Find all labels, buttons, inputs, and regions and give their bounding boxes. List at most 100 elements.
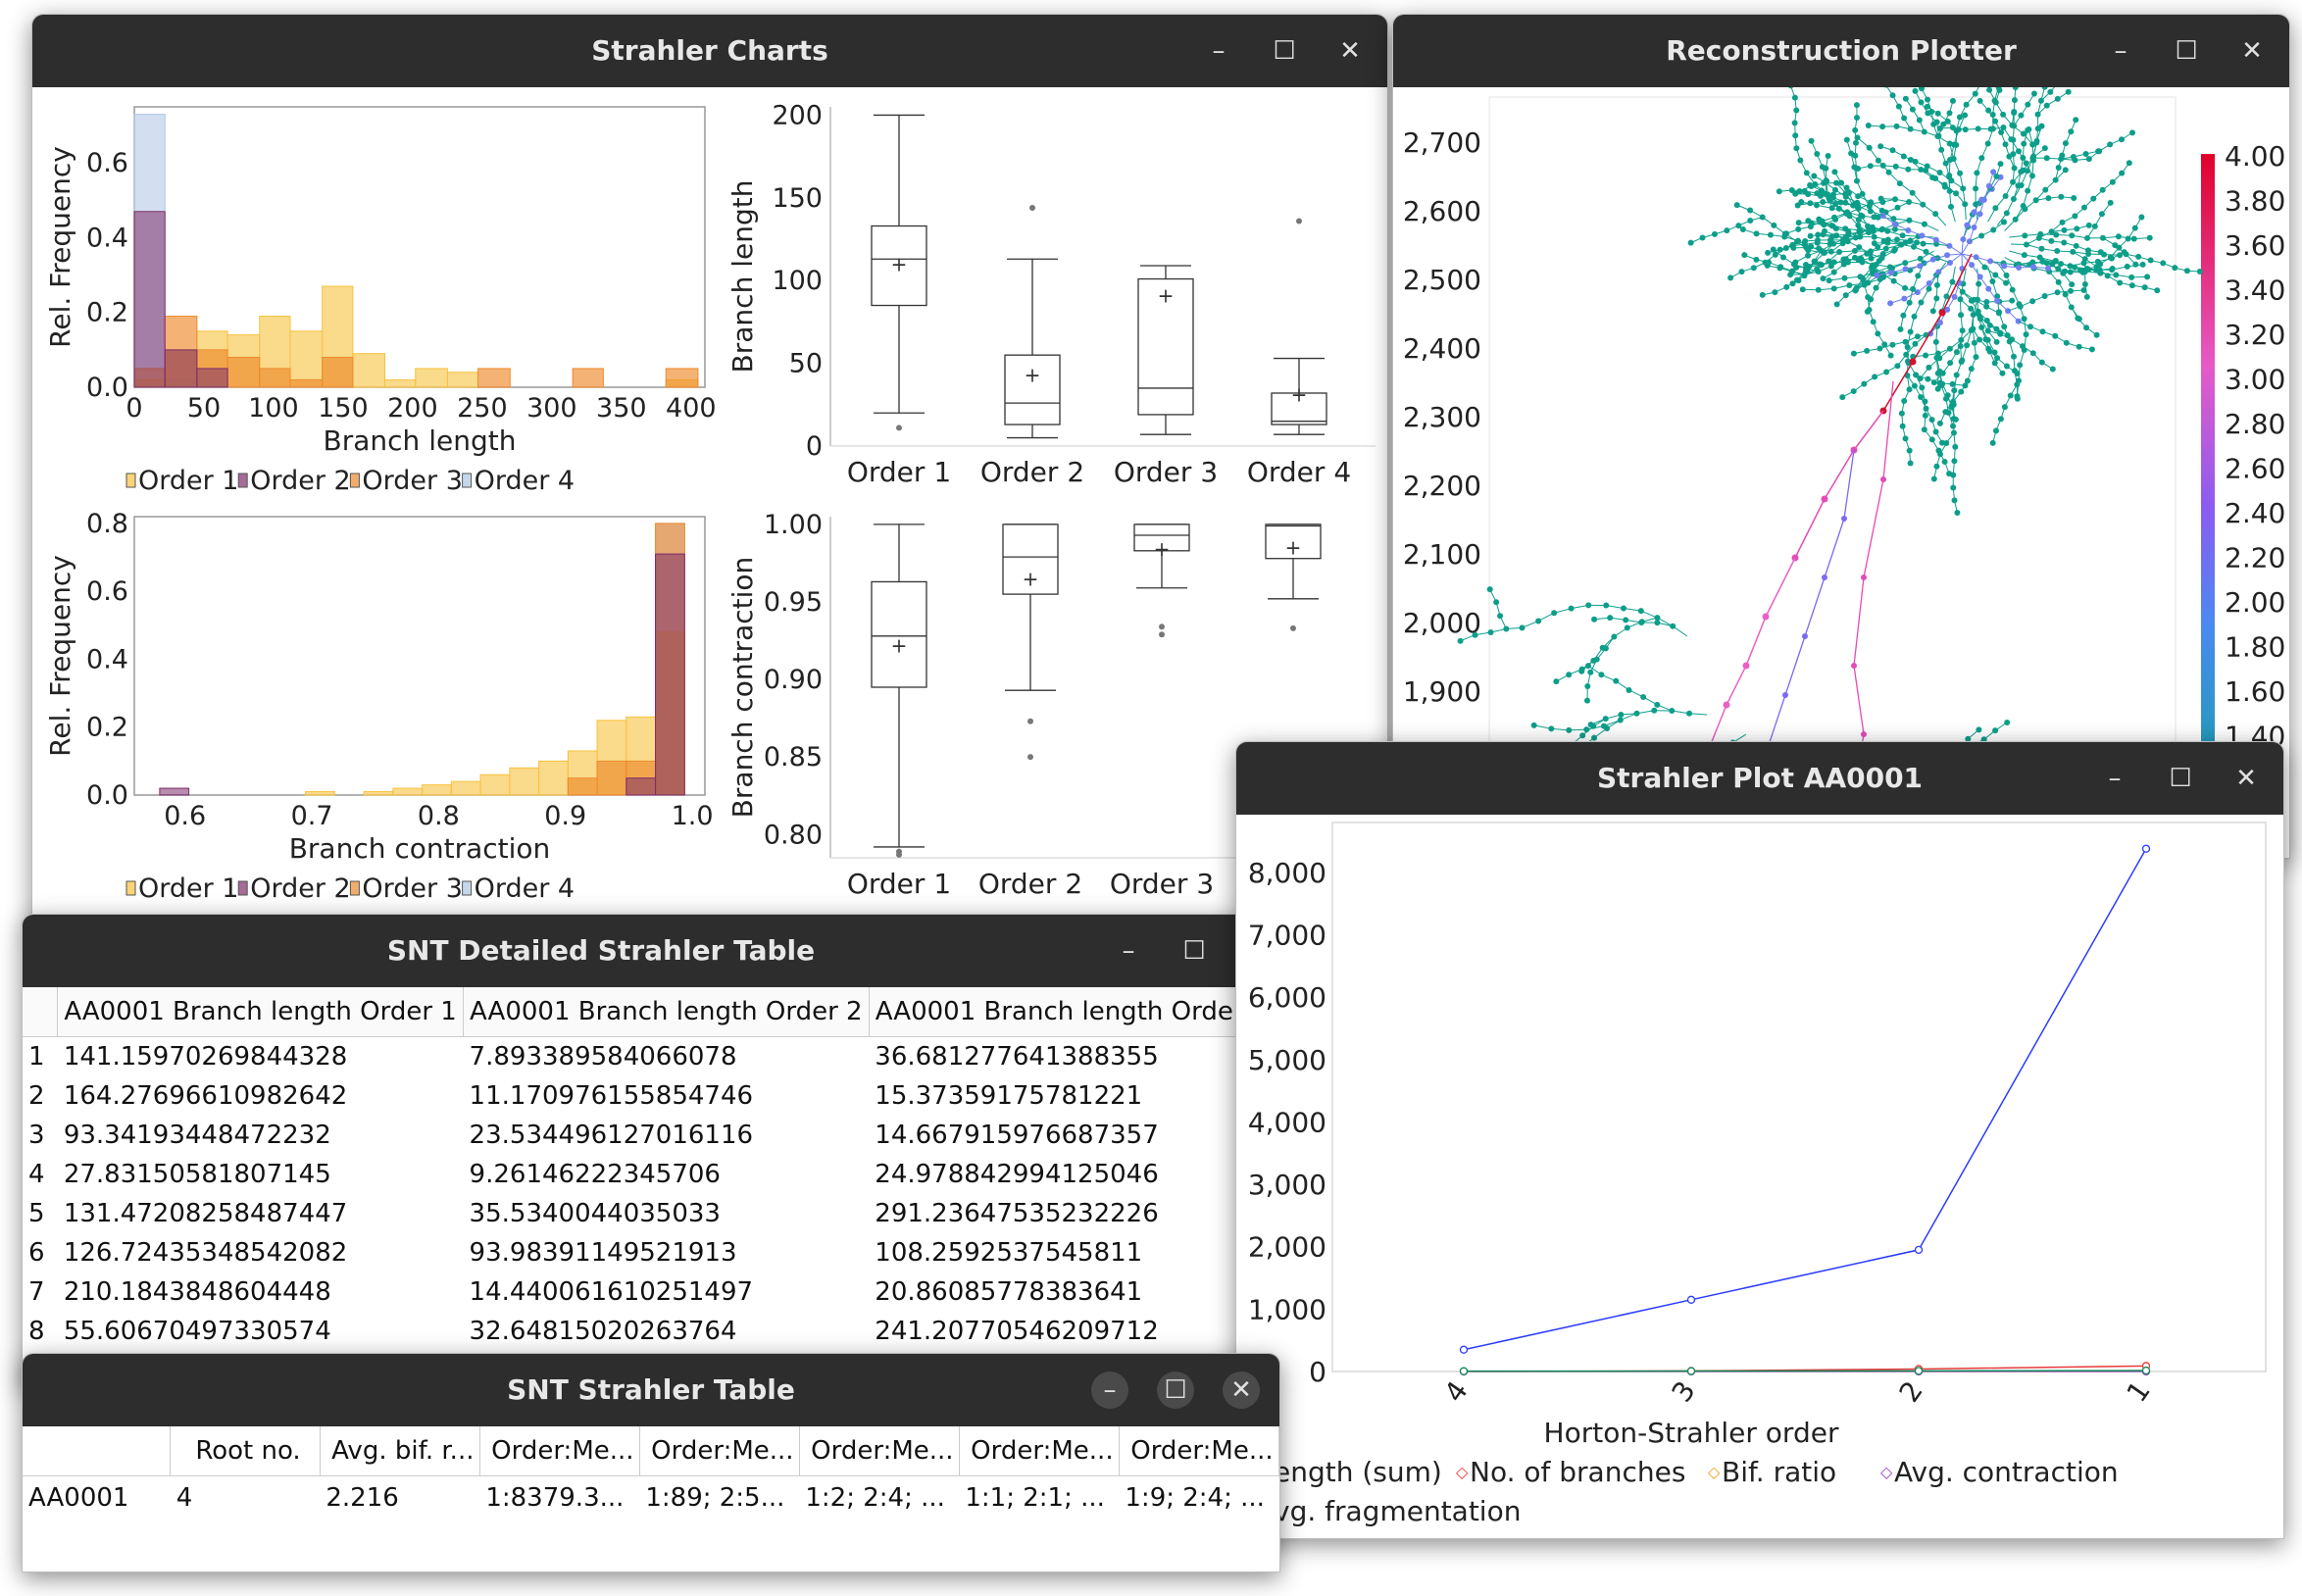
table-row[interactable]: 8 55.60670497330574 32.64815020263764 241.2…	[23, 1312, 1297, 1351]
strahler-charts-titlebar[interactable]: Strahler Charts – ☐ ✕	[32, 15, 1387, 87]
column-header[interactable]: AA0001 Branch length Order 2	[463, 987, 870, 1037]
minimize-icon[interactable]: –	[1212, 36, 1226, 66]
table-cell[interactable]: 6	[28, 1238, 45, 1268]
table-cell[interactable]: 35.5340044035033	[469, 1199, 721, 1228]
reconstruction-canvas[interactable]: 2,700 2,600 2,500 2,400 2,300 2,200 2,100 2,000…	[1393, 22, 2289, 858]
maximize-icon[interactable]: ☐	[1182, 936, 1206, 966]
maximize-icon[interactable]: ☐	[1157, 1372, 1194, 1409]
column-header[interactable]	[23, 987, 59, 1037]
column-header[interactable]: Root no.	[170, 1426, 321, 1476]
table-cell[interactable]: 1:2; 2:4; ...	[805, 1483, 945, 1513]
table-cell[interactable]: 291.23647535232226	[875, 1199, 1159, 1228]
strahler-charts-canvas[interactable]: 0 50 100 150 200 250 300 350 400 0.0 0.2 0.4 0.6 Bran…	[32, 87, 1387, 926]
minimize-icon[interactable]: –	[2114, 36, 2127, 66]
table-cell[interactable]: 15.37359175781221	[875, 1081, 1143, 1111]
neurite-node	[1856, 244, 1863, 251]
strahler-plot-canvas[interactable]: 0 1,000 2,000 3,000 4,000 5,000 6,000 7,000 8,00…	[1236, 815, 2283, 1538]
neurite-segment	[1784, 635, 1806, 696]
table-cell[interactable]: AA0001	[28, 1483, 129, 1513]
neurite-node	[1799, 286, 1806, 293]
column-header[interactable]: Order:Me...	[959, 1426, 1120, 1476]
table-cell[interactable]: 36.681277641388355	[875, 1042, 1159, 1072]
table-cell[interactable]: 20.86085778383641	[875, 1277, 1143, 1307]
table-cell[interactable]: 1:9; 2:4; ...	[1125, 1483, 1265, 1513]
x-tick-label: 0.6	[164, 801, 206, 831]
neurite-node	[1941, 181, 1948, 188]
table-row[interactable]: 3 93.34193448472232 23.534496127016116 14.6…	[23, 1116, 1297, 1155]
table-cell[interactable]: 5	[28, 1199, 45, 1228]
table-cell[interactable]: 1:1; 2:1; ...	[965, 1483, 1105, 1513]
table-row[interactable]: 1 141.15970269844328 7.893389584066078 36.6…	[23, 1037, 1297, 1077]
table-cell[interactable]: 7.893389584066078	[469, 1042, 737, 1072]
minimize-icon[interactable]: –	[1122, 936, 1135, 966]
x-axis-label: Horton-Strahler order	[1544, 1417, 1839, 1449]
close-icon[interactable]: ✕	[1223, 1372, 1260, 1409]
column-header[interactable]: AA0001 Branch length Order 1	[57, 987, 465, 1037]
table-cell[interactable]: 1	[28, 1042, 45, 1072]
table-cell[interactable]: 1:89; 2:5...	[645, 1483, 785, 1513]
maximize-icon[interactable]: ☐	[1273, 36, 1296, 66]
table-cell[interactable]: 2	[28, 1081, 45, 1111]
neurite-segment	[1882, 361, 1914, 412]
table-row[interactable]: 2 164.27696610982642 11.170976155854746 15.…	[23, 1076, 1297, 1116]
table-cell[interactable]: 126.72435348542082	[63, 1238, 348, 1268]
x-tick-label: Order 1	[847, 456, 951, 488]
column-header[interactable]	[23, 1426, 172, 1476]
reconstruction-plotter-titlebar[interactable]: Reconstruction Plotter – ☐ ✕	[1393, 15, 2289, 87]
table-cell[interactable]: 210.1843848604448	[63, 1277, 331, 1307]
table-cell[interactable]: 3	[28, 1121, 45, 1150]
column-header[interactable]: AA0001 Branch length Order	[869, 987, 1297, 1037]
table-cell[interactable]: 7	[28, 1277, 45, 1307]
table-row[interactable]: 6 126.72435348542082 93.98391149521913 108.…	[23, 1233, 1297, 1272]
table-cell[interactable]: 9.26146222345706	[469, 1160, 721, 1189]
maximize-icon[interactable]: ☐	[2175, 36, 2198, 66]
table-cell[interactable]: 2.216	[325, 1483, 399, 1513]
neurite-node	[1825, 153, 1831, 160]
strahler-table-titlebar[interactable]: SNT Strahler Table – ☐ ✕	[23, 1354, 1279, 1426]
table-cell[interactable]: 93.98391149521913	[469, 1238, 737, 1268]
table-cell[interactable]: 11.170976155854746	[469, 1081, 754, 1111]
table-row[interactable]: 7 210.1843848604448 14.440061610251497 20.8…	[23, 1272, 1297, 1312]
close-icon[interactable]: ✕	[2235, 764, 2257, 793]
table-cell[interactable]: 32.64815020263764	[469, 1317, 737, 1346]
table-cell[interactable]: 14.440061610251497	[469, 1277, 754, 1307]
y-tick-label: 200	[772, 100, 823, 130]
table-row[interactable]: 5 131.47208258487447 35.5340044035033 291.2…	[23, 1194, 1297, 1233]
table-cell[interactable]: 55.60670497330574	[63, 1317, 331, 1346]
table-cell[interactable]: 27.83150581807145	[63, 1160, 331, 1189]
table-cell[interactable]: 23.534496127016116	[469, 1121, 754, 1150]
table-cell[interactable]: 8	[28, 1317, 45, 1346]
table-cell[interactable]: 164.27696610982642	[63, 1081, 348, 1111]
column-header[interactable]: Avg. bif. r...	[320, 1426, 480, 1476]
detailed-table-titlebar[interactable]: SNT Detailed Strahler Table – ☐ ✕	[23, 915, 1297, 987]
strahler-table[interactable]: Root no. Avg. bif. r... Order:Me... Order:M…	[23, 1426, 1279, 1520]
table-cell[interactable]: 1:8379.3...	[485, 1483, 625, 1513]
minimize-icon[interactable]: –	[2108, 764, 2122, 793]
column-header[interactable]: Order:Me...	[639, 1426, 800, 1476]
table-cell[interactable]: 4	[175, 1483, 193, 1513]
column-header[interactable]: Order:Me...	[1119, 1426, 1279, 1476]
neurite-node	[1936, 125, 1943, 132]
table-cell[interactable]: 4	[28, 1160, 45, 1189]
strahler-plot-titlebar[interactable]: Strahler Plot AA0001 – ☐ ✕	[1236, 742, 2283, 815]
table-cell[interactable]: 131.47208258487447	[63, 1199, 348, 1228]
table-cell[interactable]: 93.34193448472232	[63, 1121, 331, 1150]
maximize-icon[interactable]: ☐	[2169, 764, 2192, 793]
neurite-node	[1530, 722, 1537, 728]
close-icon[interactable]: ✕	[2241, 36, 2263, 66]
column-header[interactable]: Order:Me...	[799, 1426, 960, 1476]
table-cell[interactable]: 24.978842994125046	[875, 1160, 1159, 1189]
close-icon[interactable]: ✕	[1339, 36, 1361, 66]
table-cell[interactable]: 241.20770546209712	[875, 1317, 1159, 1346]
table-cell[interactable]: 108.2592537545811	[875, 1238, 1143, 1268]
minimize-icon[interactable]: –	[1091, 1372, 1128, 1409]
table-cell[interactable]: 141.15970269844328	[63, 1042, 348, 1072]
detailed-strahler-table[interactable]: AA0001 Branch length Order 1 AA0001 Branc…	[23, 987, 1297, 1351]
table-cell[interactable]: 14.667915976687357	[875, 1121, 1159, 1150]
table-row[interactable]: AA0001 4 2.216 1:8379.3... 1:89; 2:5... 1:2; …	[23, 1476, 1279, 1521]
column-header[interactable]: Order:Me...	[479, 1426, 640, 1476]
neurite-segment	[1603, 719, 1621, 727]
window-title: SNT Strahler Table	[507, 1373, 795, 1406]
table-row[interactable]: 4 27.83150581807145 9.26146222345706 24.978…	[23, 1155, 1297, 1194]
neurite-segment	[1853, 576, 1865, 667]
